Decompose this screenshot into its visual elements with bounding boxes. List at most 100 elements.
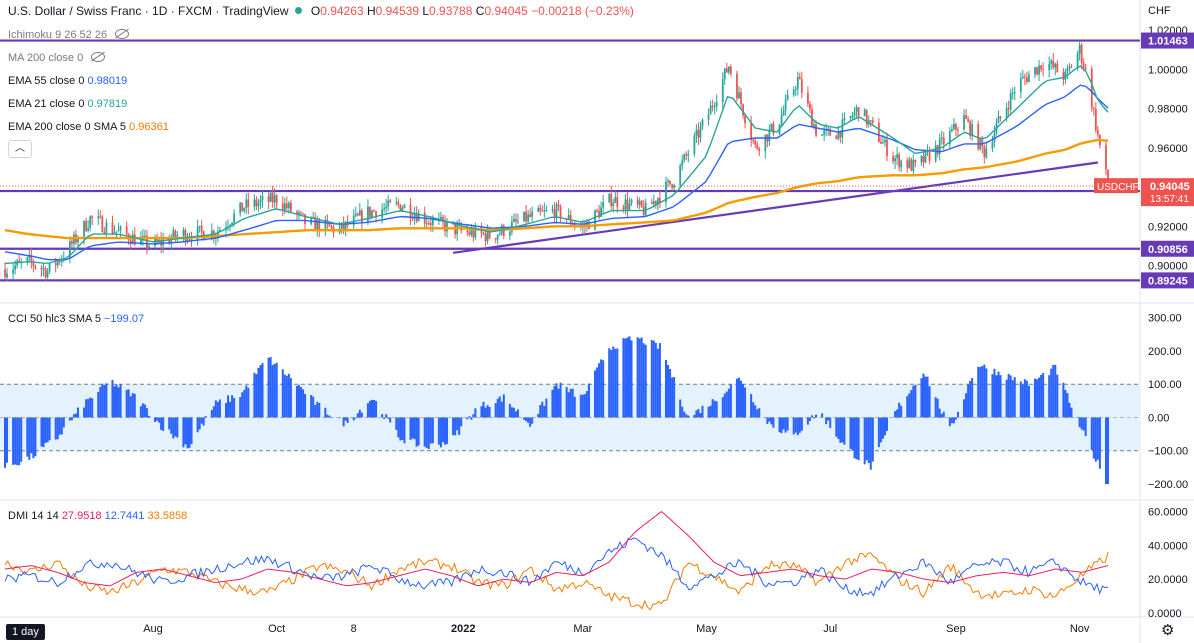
cci-bar bbox=[1054, 364, 1057, 418]
candle-body bbox=[488, 229, 491, 239]
cci-bar bbox=[569, 388, 572, 418]
cci-bar bbox=[701, 405, 704, 418]
candle-body bbox=[938, 138, 941, 155]
candle-body bbox=[656, 198, 659, 204]
legend-dmi[interactable]: DMI 14 14 27.9518 12.7441 33.5858 bbox=[8, 510, 188, 522]
cci-bar bbox=[304, 393, 307, 418]
cci-bar bbox=[835, 417, 838, 437]
candle-body bbox=[442, 217, 444, 222]
price-pane[interactable] bbox=[0, 39, 1140, 282]
candle-body bbox=[369, 206, 371, 217]
cci-bar bbox=[735, 378, 738, 418]
cci-bar bbox=[596, 367, 599, 418]
candle-body bbox=[908, 159, 911, 168]
candle-body bbox=[316, 220, 319, 231]
cci-bar bbox=[612, 346, 615, 418]
legend-ema21[interactable]: EMA 21 close 0 0.97819 bbox=[8, 98, 128, 110]
chevron-up-icon[interactable]: ︿ bbox=[8, 140, 32, 158]
candle-body bbox=[58, 260, 61, 262]
legend-ema55[interactable]: EMA 55 close 0 0.98019 bbox=[8, 75, 128, 87]
cci-bar bbox=[881, 417, 884, 439]
cci-bar bbox=[261, 363, 264, 418]
cci-bar bbox=[912, 385, 915, 418]
cci-bar bbox=[484, 407, 487, 418]
candle-body bbox=[628, 203, 631, 210]
candle-body bbox=[468, 232, 471, 235]
legend-ema200[interactable]: EMA 200 close 0 SMA 5 0.96361 bbox=[8, 121, 169, 133]
candle-body bbox=[89, 216, 92, 228]
cci-tick-label: −200.00 bbox=[1148, 479, 1188, 491]
dmi-pane[interactable] bbox=[4, 510, 1109, 611]
cci-bar bbox=[133, 393, 136, 418]
candle-body bbox=[48, 262, 51, 272]
cci-bar bbox=[602, 360, 605, 418]
cci-bar bbox=[105, 383, 108, 418]
ema55-line[interactable] bbox=[4, 84, 1109, 261]
candle-body bbox=[809, 103, 811, 110]
candle-body bbox=[413, 214, 416, 219]
gear-icon[interactable]: ⚙ bbox=[1161, 622, 1175, 639]
cci-bar bbox=[679, 399, 682, 418]
cci-bar bbox=[190, 417, 193, 445]
level-price-label: 1.01463 bbox=[1148, 36, 1188, 48]
candle-body bbox=[877, 122, 880, 142]
candle-body bbox=[1096, 130, 1099, 135]
dmi-tick-label: 20.0000 bbox=[1148, 574, 1188, 586]
candle-body bbox=[742, 104, 744, 116]
adx-line[interactable] bbox=[4, 510, 1109, 587]
cci-bar bbox=[709, 405, 712, 418]
minus-di-line[interactable] bbox=[4, 551, 1109, 611]
cci-bar bbox=[914, 384, 917, 418]
cci-bar bbox=[354, 417, 357, 419]
cci-bar bbox=[778, 417, 781, 433]
cci-bar bbox=[356, 413, 359, 418]
legend-ma200[interactable]: MA 200 close 0 bbox=[8, 52, 106, 64]
hidden-eye-icon[interactable] bbox=[115, 29, 130, 39]
candle-body bbox=[922, 156, 925, 163]
plus-di-line[interactable] bbox=[4, 537, 1109, 598]
candle-body bbox=[551, 209, 554, 211]
legend-ichimoku[interactable]: Ichimoku 9 26 52 26 bbox=[8, 29, 130, 41]
cci-bar bbox=[885, 417, 888, 431]
cci-bar bbox=[1098, 417, 1101, 469]
cci-bar bbox=[342, 417, 345, 427]
candle-body bbox=[865, 109, 868, 125]
level-price-badge bbox=[1141, 240, 1194, 257]
cci-pane[interactable] bbox=[0, 336, 1140, 485]
cci-bar bbox=[967, 384, 970, 418]
trendline[interactable] bbox=[452, 161, 1099, 254]
candle-body bbox=[602, 202, 605, 208]
candle-body bbox=[1080, 44, 1083, 63]
candle-body bbox=[105, 222, 108, 234]
cci-bar bbox=[922, 373, 925, 418]
dmi-tick-label: 0.0000 bbox=[1148, 608, 1182, 620]
candle-body bbox=[429, 223, 432, 225]
hidden-eye-icon[interactable] bbox=[91, 52, 106, 62]
cci-bar bbox=[413, 417, 416, 440]
candle-body bbox=[673, 185, 675, 188]
candle-body bbox=[314, 217, 317, 231]
cci-bar bbox=[622, 338, 625, 418]
candle-body bbox=[555, 204, 558, 219]
candle-body bbox=[841, 120, 844, 138]
cci-bar bbox=[849, 417, 852, 449]
legend-cci[interactable]: CCI 50 hlc3 SMA 5 −199.07 bbox=[8, 313, 145, 325]
candle-body bbox=[650, 202, 653, 205]
cci-bar bbox=[758, 408, 761, 418]
candle-body bbox=[950, 129, 953, 132]
cci-bar bbox=[553, 386, 556, 418]
timeframe-button[interactable]: 1 day bbox=[6, 624, 45, 640]
cci-bar bbox=[46, 417, 49, 443]
cci-bar bbox=[985, 368, 988, 418]
cci-bar bbox=[843, 417, 846, 445]
candle-body bbox=[300, 212, 302, 214]
candle-body bbox=[200, 225, 203, 232]
cci-bar bbox=[225, 402, 228, 418]
candle-body bbox=[403, 204, 406, 209]
ema21-line[interactable] bbox=[4, 65, 1109, 265]
candle-body bbox=[727, 66, 730, 73]
candle-body bbox=[940, 137, 943, 139]
candle-body bbox=[498, 233, 501, 235]
candle-body bbox=[537, 207, 540, 212]
